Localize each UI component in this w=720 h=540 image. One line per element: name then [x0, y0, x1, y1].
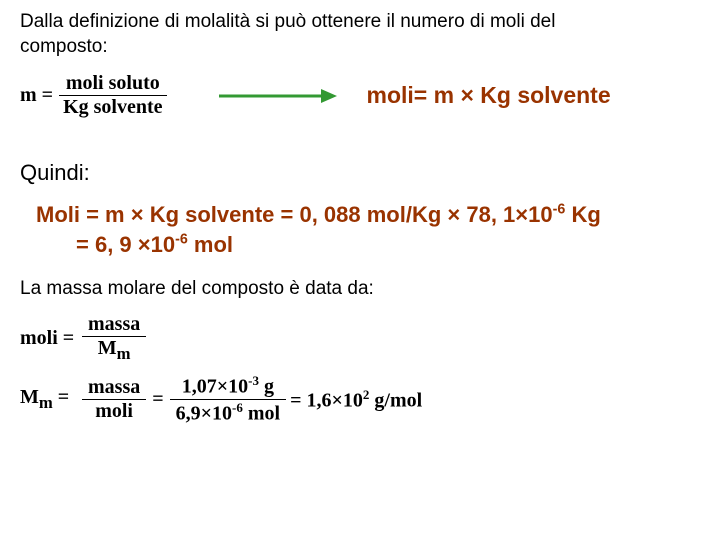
derived-formula: moli= m × Kg solvente — [367, 82, 611, 109]
molar-mass-intro: La massa molare del composto è data da: — [20, 278, 700, 300]
quindi-label: Quindi: — [20, 160, 700, 186]
eq1-denominator: Kg solvente — [59, 97, 166, 118]
molar-mass-equation: Mm = massa moli = 1,07×10-3 g 6,9×10-6 m… — [20, 374, 700, 424]
eq3-fraction2: 1,07×10-3 g 6,9×10-6 mol — [170, 374, 286, 424]
arrow-icon — [217, 86, 337, 106]
eq3-fraction1: massa moli — [82, 377, 146, 422]
eq1-numerator: moli soluto — [62, 73, 164, 94]
calculation-block: Moli = m × Kg solvente = 0, 088 mol/Kg ×… — [36, 200, 700, 259]
eq3-result: = 1,6×102 g/mol — [290, 387, 422, 413]
intro-line2: composto: — [20, 36, 108, 57]
eq2-den: Mm — [92, 338, 137, 363]
eq3-lhs: Mm = — [20, 386, 78, 413]
eq2-num: massa — [82, 314, 146, 335]
intro-text: Dalla definizione di molalità si può ott… — [20, 10, 700, 59]
eq2-fraction: massa Mm — [82, 314, 146, 363]
eq1-fraction: moli soluto Kg solvente — [59, 73, 166, 118]
calc-line1: Moli = m × Kg solvente = 0, 088 mol/Kg ×… — [36, 200, 700, 230]
calc-line2: = 6, 9 ×10-6 mol — [76, 230, 700, 260]
eq1-lhs: m = — [20, 84, 53, 107]
eq2-lhs: moli = — [20, 327, 78, 350]
equation-block-2: moli = massa Mm Mm = massa moli = 1,07×1… — [20, 314, 700, 425]
intro-line1: Dalla definizione di molalità si può ott… — [20, 11, 555, 32]
equation-row-1: m = moli soluto Kg solvente moli= m × Kg… — [20, 73, 700, 118]
moles-equation: moli = massa Mm — [20, 314, 700, 363]
equals-1: = — [150, 388, 165, 411]
eq3-f2-num: 1,07×10-3 g — [176, 374, 280, 398]
eq3-f2-den: 6,9×10-6 mol — [170, 401, 286, 425]
molality-definition: m = moli soluto Kg solvente — [20, 73, 167, 118]
